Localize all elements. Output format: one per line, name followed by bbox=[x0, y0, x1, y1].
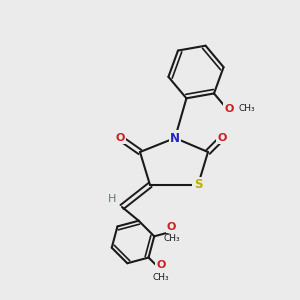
Text: O: O bbox=[167, 222, 176, 232]
Text: O: O bbox=[115, 133, 125, 143]
Text: O: O bbox=[157, 260, 166, 270]
Text: O: O bbox=[217, 133, 227, 143]
Text: CH₃: CH₃ bbox=[163, 234, 180, 243]
Text: O: O bbox=[224, 104, 233, 114]
Text: S: S bbox=[194, 178, 202, 191]
Text: CH₃: CH₃ bbox=[239, 104, 256, 113]
Text: CH₃: CH₃ bbox=[153, 273, 169, 282]
Text: H: H bbox=[108, 194, 116, 204]
Text: N: N bbox=[170, 131, 180, 145]
